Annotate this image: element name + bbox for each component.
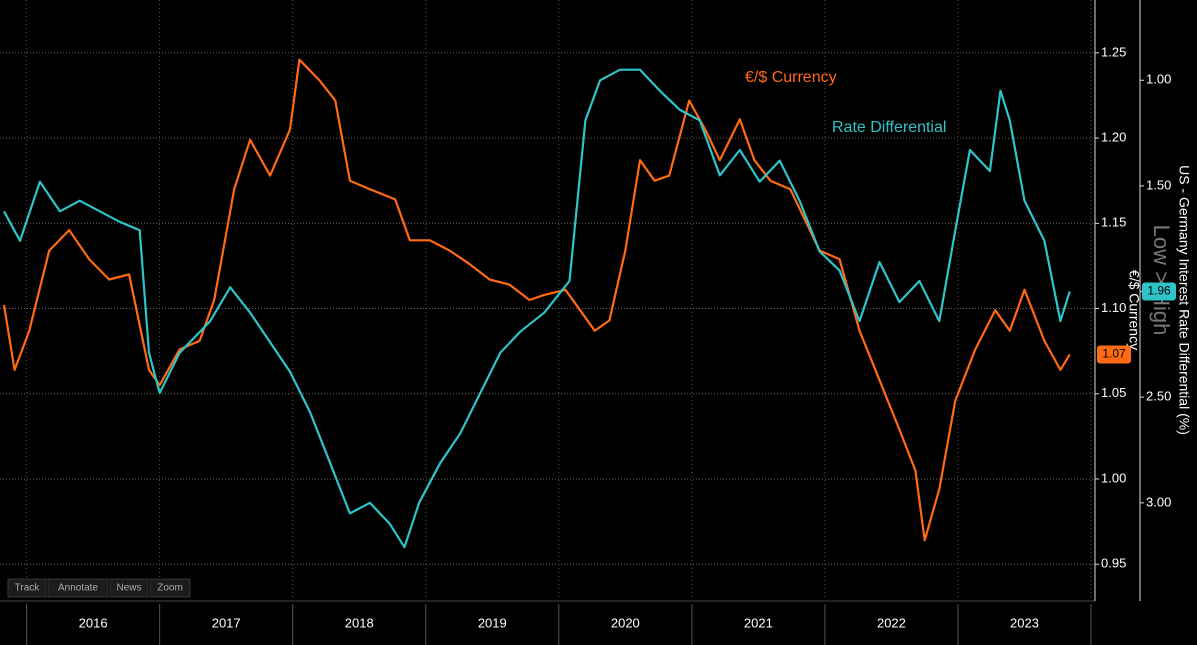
x-tick-label: 2021 [744, 615, 773, 630]
y-tick-label: 1.00 [1101, 470, 1126, 485]
y-tick-label: 1.10 [1101, 300, 1126, 315]
x-tick-label: 2017 [212, 615, 241, 630]
currency-annotation: €/$ Currency [745, 69, 837, 86]
toolbar-button-label[interactable]: Annotate [58, 583, 98, 594]
y2-tick-label: 1.00 [1146, 72, 1171, 87]
end-label-box [1097, 345, 1131, 364]
toolbar-button[interactable]: News [109, 578, 149, 598]
x-tick-label: 2022 [877, 615, 906, 630]
y-tick-label: 1.25 [1101, 44, 1126, 59]
end-label: 1.96 [1147, 284, 1171, 298]
y2-direction-label: Low > High [1149, 225, 1174, 336]
series-line [3, 68, 1071, 549]
x-tick-label: 2016 [79, 615, 108, 630]
toolbar-button-label[interactable]: News [116, 583, 141, 594]
rate-annotation: Rate Differential [832, 119, 946, 136]
y2-tick-label: 2.50 [1146, 389, 1171, 404]
toolbar-button-bg[interactable] [109, 578, 149, 598]
y2-tick-label: 1.50 [1146, 177, 1171, 192]
toolbar-button-label[interactable]: Zoom [157, 583, 183, 594]
x-tick-label: 2020 [611, 615, 640, 630]
y2-tick-label: 3.00 [1146, 494, 1171, 509]
y-tick-label: 1.15 [1101, 215, 1126, 230]
end-label-box [1142, 282, 1176, 301]
toolbar-button-bg[interactable] [7, 578, 47, 598]
toolbar-button-bg[interactable] [47, 578, 109, 598]
toolbar-button-label[interactable]: Track [15, 583, 41, 594]
y-tick-label: 1.05 [1101, 385, 1126, 400]
toolbar-button[interactable]: Zoom [149, 578, 191, 598]
toolbar-button[interactable]: Annotate [47, 578, 109, 598]
y-axis-title: €/$ Currency [1126, 270, 1142, 350]
x-tick-label: 2023 [1010, 615, 1039, 630]
toolbar-button[interactable]: Track [7, 578, 47, 598]
y-tick-label: 1.20 [1101, 130, 1126, 145]
y2-axis-title: US - Germany Interest Rate Differential … [1176, 165, 1192, 435]
x-tick-label: 2019 [478, 615, 507, 630]
end-label: 1.07 [1102, 347, 1126, 361]
y-tick-label: 0.95 [1101, 556, 1126, 571]
x-tick-label: 2018 [345, 615, 374, 630]
toolbar-button-bg[interactable] [149, 578, 191, 598]
